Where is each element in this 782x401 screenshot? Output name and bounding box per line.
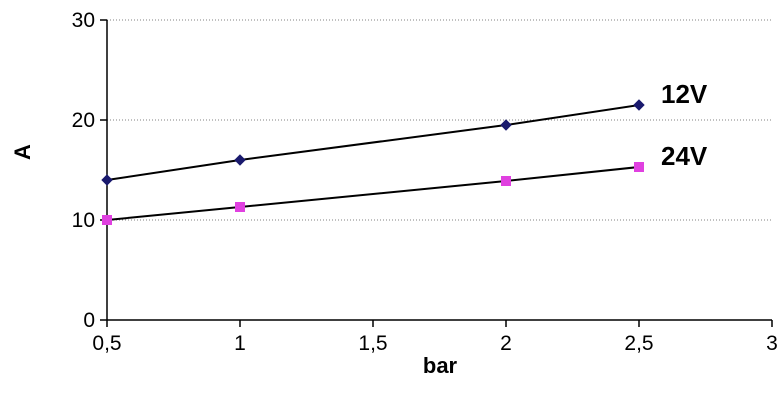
data-point <box>633 99 645 111</box>
data-point <box>634 162 644 172</box>
data-point <box>101 174 113 186</box>
y-tick-labels: 0 10 20 30 <box>72 9 95 332</box>
x-tick-labels: 0,5 1 1,5 2 2,5 3 <box>92 332 777 355</box>
data-point <box>235 202 245 212</box>
data-point <box>501 176 511 186</box>
y-tick-label: 0 <box>83 309 95 332</box>
y-tick-label: 10 <box>72 209 95 232</box>
x-axis-title: bar <box>423 353 458 378</box>
x-tick-label: 3 <box>766 332 778 355</box>
data-point <box>234 154 246 166</box>
x-tick-label: 2 <box>500 332 512 355</box>
x-tick-label: 2,5 <box>624 332 653 355</box>
series-line <box>106 166 640 221</box>
axes <box>100 19 773 327</box>
grid-lines <box>107 19 772 221</box>
x-tick-label: 0,5 <box>92 332 121 355</box>
series-24V <box>102 162 644 225</box>
data-point <box>500 119 512 131</box>
y-tick-label: 20 <box>72 109 95 132</box>
series-label-12V: 12V <box>661 79 708 109</box>
series-line <box>106 104 640 181</box>
series-label-24V: 24V <box>661 141 708 171</box>
data-point <box>102 215 112 225</box>
y-tick-label: 30 <box>72 9 95 32</box>
y-axis-title: A <box>10 144 35 160</box>
x-tick-label: 1 <box>234 332 246 355</box>
series-labels: 12V 24V <box>661 79 708 171</box>
series-group <box>101 99 645 225</box>
x-tick-label: 1,5 <box>358 332 387 355</box>
series-12V <box>101 99 645 186</box>
